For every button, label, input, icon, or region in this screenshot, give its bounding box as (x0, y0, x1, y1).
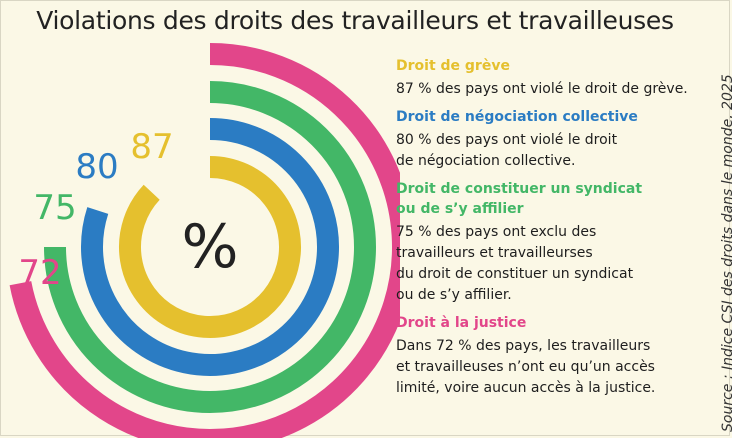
legend-item: Droit de grève 87 % des pays ont violé le… (396, 56, 696, 100)
radial-bar-75 (44, 81, 376, 413)
value-label-75: 75 (33, 188, 76, 228)
chart-title: Violations des droits des travailleurs e… (36, 6, 674, 35)
legend-item: Droit de négociation collective 80 % des … (396, 107, 696, 172)
value-label-80: 80 (75, 147, 118, 187)
legend-heading: Droit de négociation collective (396, 109, 638, 125)
value-label-87: 87 (130, 127, 173, 167)
center-percent-symbol: % (181, 212, 238, 282)
legend-item: Droit de constituer un syndicat ou de s’y… (396, 179, 696, 306)
value-label-72: 72 (18, 253, 61, 293)
legend-heading: Droit à la justice (396, 315, 527, 331)
radial-bar-72 (9, 43, 400, 438)
legend-description: 87 % des pays ont violé le droit de grèv… (396, 81, 688, 97)
radial-bar-87 (119, 156, 301, 338)
legend-item: Droit à la justice Dans 72 % des pays, le… (396, 313, 696, 399)
radial-bar-80 (81, 118, 339, 376)
legend-description: 75 % des pays ont exclu des travailleurs … (396, 224, 634, 303)
legend-description: Dans 72 % des pays, les travailleurs et t… (396, 338, 656, 396)
source-note: Source : Indice CSI des droits dans le m… (720, 74, 732, 432)
legend-description: 80 % des pays ont violé le droit de négoc… (396, 132, 618, 169)
legend: Droit de grève 87 % des pays ont violé le… (396, 56, 696, 406)
legend-heading: Droit de constituer un syndicat ou de s’y… (396, 181, 643, 217)
legend-heading: Droit de grève (396, 58, 510, 74)
